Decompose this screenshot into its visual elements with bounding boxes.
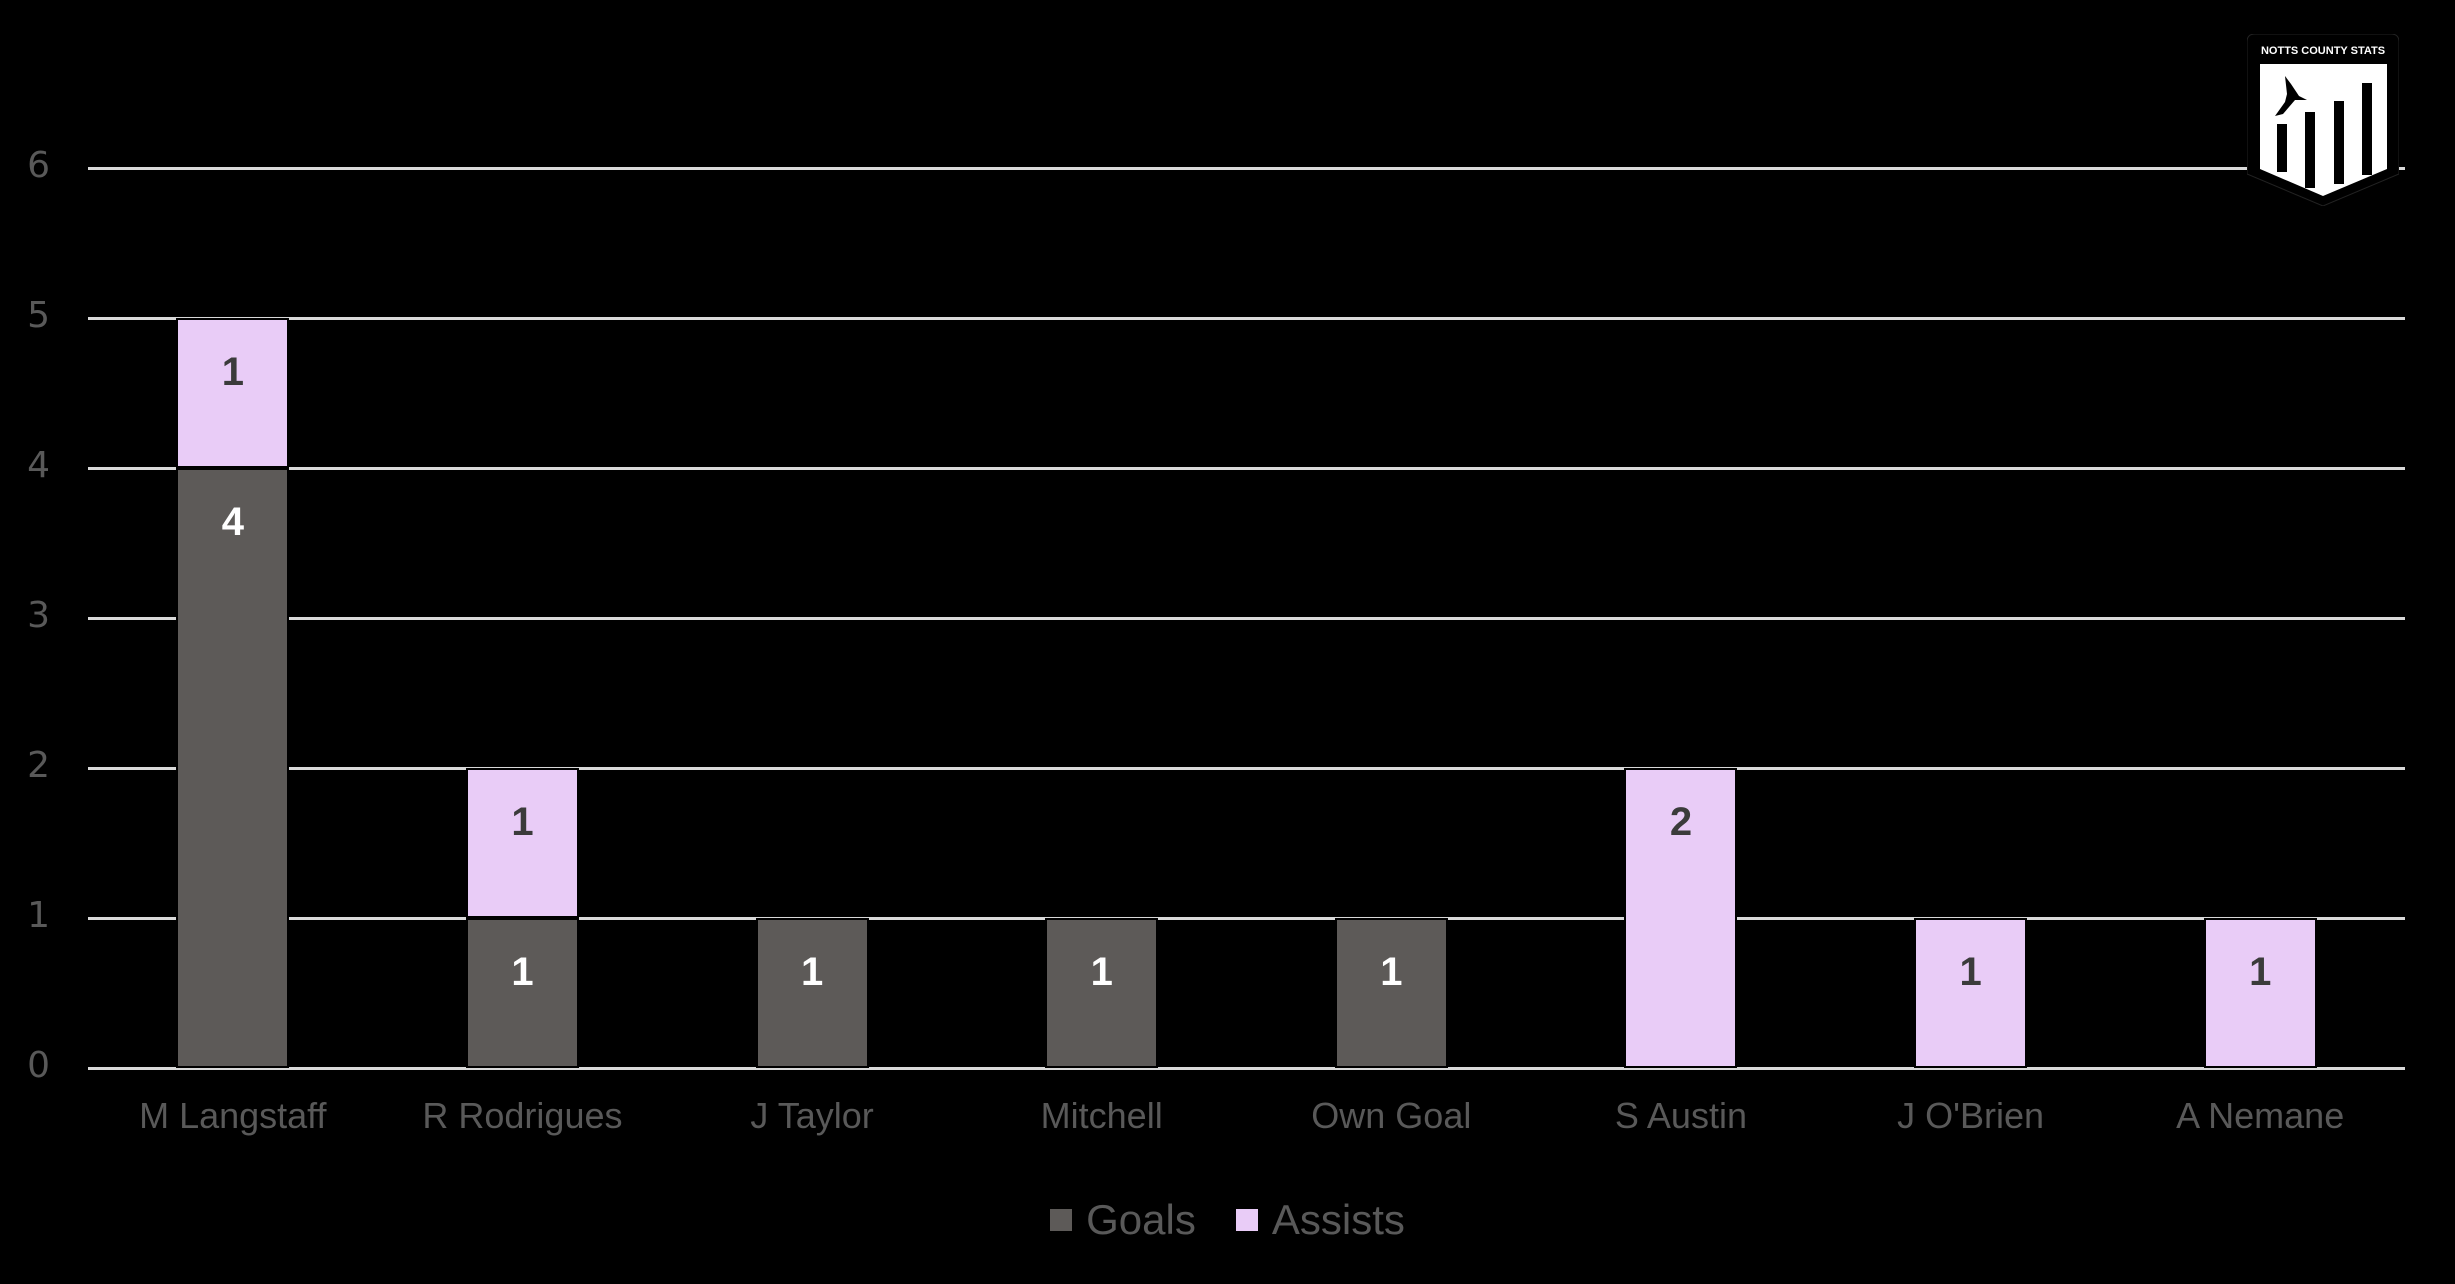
data-label: 1	[1959, 950, 1982, 994]
y-tick-label: 3	[27, 595, 50, 636]
data-label: 1	[1090, 950, 1113, 994]
bar-assists: 1	[1914, 918, 2028, 1068]
x-category-label: M Langstaff	[139, 1095, 327, 1136]
bar-goals: 1	[465, 918, 579, 1068]
x-category-label: J O'Brien	[1897, 1095, 2045, 1136]
gridline	[88, 467, 2405, 470]
y-tick-label: 4	[27, 445, 50, 486]
data-label: 1	[1380, 950, 1403, 994]
bar-goals: 1	[755, 918, 869, 1068]
gridline	[88, 317, 2405, 320]
legend-item-goals: Goals	[1050, 1196, 1196, 1244]
gridline	[88, 167, 2405, 170]
notts-county-stats-logo-icon: NOTTS COUNTY STATS	[2247, 34, 2399, 206]
bar-goals: 4	[176, 468, 290, 1068]
x-category-label: J Taylor	[750, 1095, 874, 1136]
data-label: 1	[221, 350, 244, 394]
x-category-label: A Nemane	[2176, 1095, 2345, 1136]
assists-swatch-icon	[1235, 1209, 1258, 1231]
y-tick-label: 5	[27, 295, 50, 336]
data-label: 4	[221, 500, 244, 544]
svg-text:NOTTS COUNTY STATS: NOTTS COUNTY STATS	[2261, 45, 2385, 57]
bar-goals: 1	[1045, 918, 1159, 1068]
legend-label-assists: Assists	[1271, 1196, 1405, 1243]
y-tick-label: 6	[27, 145, 50, 186]
gridline	[88, 917, 2405, 920]
data-label: 1	[511, 800, 534, 844]
goals-swatch-icon	[1050, 1209, 1073, 1231]
gridline	[88, 767, 2405, 770]
data-label: 2	[1669, 800, 1693, 844]
legend-item-assists: Assists	[1235, 1196, 1405, 1244]
legend: Goals Assists	[0, 1196, 2455, 1244]
bar-assists: 1	[2203, 918, 2317, 1068]
gridline	[88, 1067, 2405, 1070]
bar-assists: 1	[176, 318, 290, 468]
x-category-label: S Austin	[1614, 1095, 1747, 1136]
x-category-label: Own Goal	[1311, 1095, 1472, 1136]
bar-assists: 2	[1624, 768, 1738, 1068]
y-tick-label: 2	[27, 745, 50, 786]
data-label: 1	[2249, 950, 2272, 994]
y-tick-label: 0	[27, 1045, 50, 1086]
legend-label-goals: Goals	[1086, 1196, 1196, 1243]
x-category-label: R Rodrigues	[422, 1095, 623, 1136]
gridline	[88, 617, 2405, 620]
data-label: 1	[511, 950, 534, 994]
x-category-label: Mitchell	[1040, 1095, 1163, 1136]
bar-assists: 1	[465, 768, 579, 918]
data-label: 1	[800, 950, 824, 994]
y-tick-label: 1	[27, 895, 50, 936]
bar-goals: 1	[1334, 918, 1448, 1068]
